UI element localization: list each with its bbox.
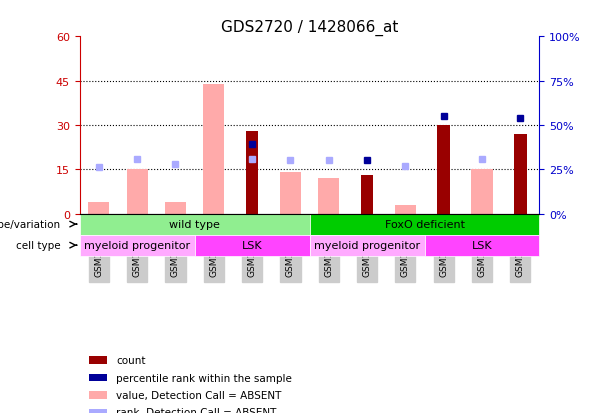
Bar — [395, 205, 416, 214]
Bar — [437, 126, 450, 214]
Bar — [514, 135, 527, 214]
Text: wild type: wild type — [169, 220, 220, 230]
Bar — [89, 392, 107, 399]
Text: value, Detection Call = ABSENT: value, Detection Call = ABSENT — [116, 390, 282, 400]
Text: LSK: LSK — [471, 240, 492, 251]
Bar — [89, 374, 107, 382]
Bar — [471, 170, 492, 214]
Text: FoxO deficient: FoxO deficient — [384, 220, 465, 230]
Text: myeloid progenitor: myeloid progenitor — [84, 240, 190, 251]
Text: LSK: LSK — [242, 240, 262, 251]
Text: count: count — [116, 355, 146, 366]
FancyBboxPatch shape — [310, 235, 424, 256]
Bar — [127, 170, 148, 214]
Bar — [89, 357, 107, 364]
Text: rank, Detection Call = ABSENT: rank, Detection Call = ABSENT — [116, 407, 277, 413]
Bar — [318, 179, 339, 214]
Text: cell type: cell type — [16, 240, 61, 251]
Bar — [89, 409, 107, 413]
Bar — [280, 173, 301, 214]
Text: myeloid progenitor: myeloid progenitor — [314, 240, 420, 251]
FancyBboxPatch shape — [195, 235, 310, 256]
Bar — [88, 202, 109, 214]
FancyBboxPatch shape — [80, 235, 195, 256]
Bar — [360, 176, 373, 214]
Bar — [246, 131, 259, 214]
Bar — [204, 84, 224, 214]
FancyBboxPatch shape — [310, 214, 539, 235]
FancyBboxPatch shape — [424, 235, 539, 256]
FancyBboxPatch shape — [80, 214, 310, 235]
Text: percentile rank within the sample: percentile rank within the sample — [116, 373, 292, 383]
Bar — [165, 202, 186, 214]
Title: GDS2720 / 1428066_at: GDS2720 / 1428066_at — [221, 20, 398, 36]
Text: genotype/variation: genotype/variation — [0, 220, 61, 230]
